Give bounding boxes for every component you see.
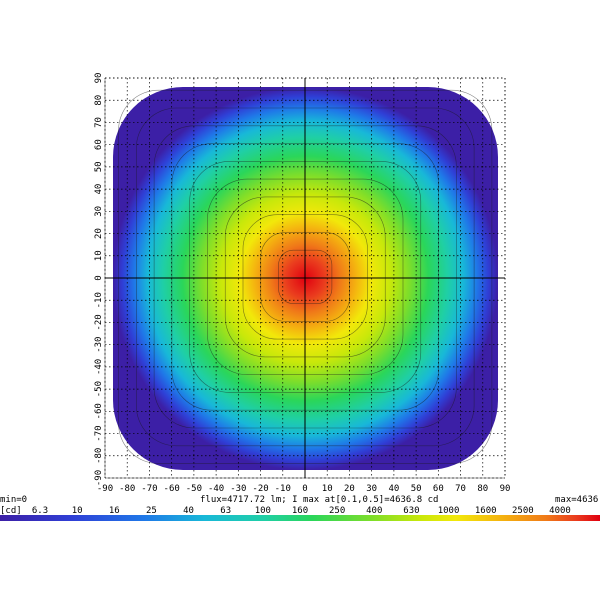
- y-tick-label: 10: [94, 250, 104, 261]
- y-tick-label: 50: [94, 161, 104, 172]
- y-tick-label: 90: [94, 73, 104, 84]
- x-tick-label: -60: [164, 484, 180, 494]
- x-tick-label: -30: [230, 484, 246, 494]
- x-tick-label: 40: [388, 484, 399, 494]
- colorbar-tick-label: 16: [109, 506, 120, 516]
- y-tick-label: 0: [94, 275, 104, 280]
- colorbar-tick-label: 400: [366, 506, 382, 516]
- colorbar-tick-label: 250: [329, 506, 345, 516]
- colorbar-tick-label: 4000: [549, 506, 571, 516]
- max-label: max=4636.8: [555, 495, 600, 505]
- x-tick-label: -90: [97, 484, 113, 494]
- y-tick-label: -10: [94, 292, 104, 308]
- info-label: flux=4717.72 lm; I max at[0.1,0.5]=4636.…: [200, 495, 438, 505]
- y-tick-label: -20: [94, 314, 104, 330]
- x-tick-label: 70: [455, 484, 466, 494]
- colorbar-tick-label: 630: [403, 506, 419, 516]
- x-tick-label: 20: [344, 484, 355, 494]
- colorbar-tick-label: 25: [146, 506, 157, 516]
- plot-axes: [104, 77, 506, 479]
- x-tick-label: 80: [477, 484, 488, 494]
- x-tick-label: -10: [275, 484, 291, 494]
- x-tick-label: -50: [186, 484, 202, 494]
- x-tick-label: -40: [208, 484, 224, 494]
- x-tick-label: 90: [500, 484, 511, 494]
- x-tick-label: 30: [366, 484, 377, 494]
- y-tick-label: -90: [94, 470, 104, 486]
- colorbar-tick-label: 1600: [475, 506, 497, 516]
- colorbar: [0, 515, 600, 521]
- x-tick-label: 50: [411, 484, 422, 494]
- y-tick-label: 60: [94, 139, 104, 150]
- colorbar-tick-label: 63: [220, 506, 231, 516]
- y-tick-label: -80: [94, 448, 104, 464]
- x-tick-label: 0: [302, 484, 307, 494]
- x-tick-label: 10: [322, 484, 333, 494]
- y-tick-label: 80: [94, 95, 104, 106]
- x-tick-labels: -90 -80 -70 -60 -50 -40 -30 -20 -10 0 10 20 30 40 50 60…: [97, 484, 511, 494]
- colorbar-tick-labels: 6.3 10 16 25 40 63 100 160 250 400 630 1000 1600 2500…: [32, 506, 571, 516]
- unit-label: [cd]: [0, 506, 22, 516]
- x-tick-label: 60: [433, 484, 444, 494]
- colorbar-tick-label: 6.3: [32, 506, 48, 516]
- y-tick-label: -70: [94, 425, 104, 441]
- y-tick-labels: 90 80 70 60 50 40 30 20 10 0 -10 -20 -30 -40 -50 -60 -70…: [94, 73, 104, 487]
- y-tick-label: -30: [94, 337, 104, 353]
- x-tick-label: -20: [252, 484, 268, 494]
- y-tick-label: 70: [94, 117, 104, 128]
- y-tick-label: -50: [94, 381, 104, 397]
- min-label: min=0: [0, 495, 27, 505]
- colorbar-tick-label: 160: [292, 506, 308, 516]
- y-tick-label: -40: [94, 359, 104, 375]
- y-tick-label: 30: [94, 206, 104, 217]
- y-tick-label: 40: [94, 184, 104, 195]
- colorbar-tick-label: 40: [183, 506, 194, 516]
- x-tick-label: -70: [141, 484, 157, 494]
- x-tick-label: -80: [119, 484, 135, 494]
- colorbar-tick-label: 1000: [438, 506, 460, 516]
- colorbar-tick-label: 2500: [512, 506, 534, 516]
- y-tick-label: 20: [94, 228, 104, 239]
- colorbar-tick-label: 100: [255, 506, 271, 516]
- colorbar-tick-label: 10: [72, 506, 83, 516]
- y-tick-label: -60: [94, 403, 104, 419]
